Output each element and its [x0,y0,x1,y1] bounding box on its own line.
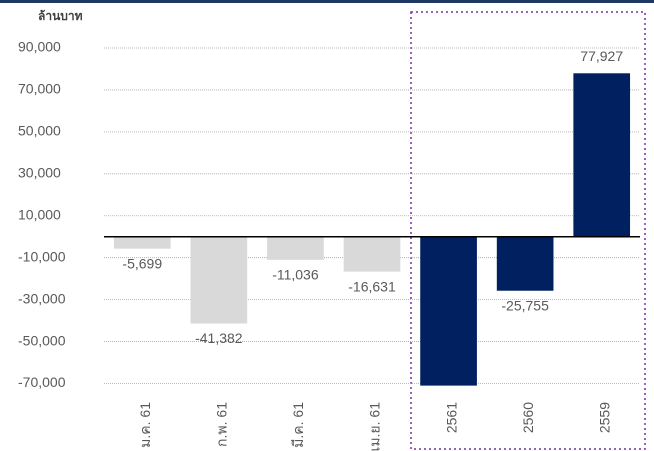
value-label: -25,755 [501,297,549,313]
y-tick-label: 70,000 [18,81,61,97]
x-tick-label: มี.ค. 61 [290,402,306,448]
y-tick-label: 30,000 [18,165,61,181]
value-label: -11,036 [272,267,319,283]
x-tick-label: ก.พ. 61 [214,402,230,447]
bar [267,236,324,260]
value-label: -41,382 [195,330,243,346]
x-tick-label: เม.ย. 61 [367,402,383,451]
value-label: -16,631 [348,278,396,294]
bar [190,236,248,324]
value-label: 77,927 [580,48,623,64]
y-tick-label: -50,000 [18,332,66,348]
bar [496,236,554,291]
y-tick-label: 10,000 [18,206,61,222]
value-label: -5,699 [122,255,162,271]
unit-label: ล้านบาท [38,9,83,23]
bar [113,236,171,249]
y-tick-label: -30,000 [18,290,66,306]
y-tick-label: 90,000 [18,39,61,55]
x-tick-label: 2559 [596,402,612,433]
bar [420,236,477,386]
y-tick-label: -10,000 [18,248,66,264]
top-rule [0,0,654,3]
y-tick-label: -70,000 [18,374,66,390]
highlight-box [410,11,646,450]
x-tick-label: ม.ค. 61 [137,402,153,448]
x-tick-label: 2560 [520,402,536,433]
x-tick-label: 2561 [443,402,459,433]
bar [343,236,401,272]
bar [573,73,631,237]
y-tick-label: 50,000 [18,123,61,139]
